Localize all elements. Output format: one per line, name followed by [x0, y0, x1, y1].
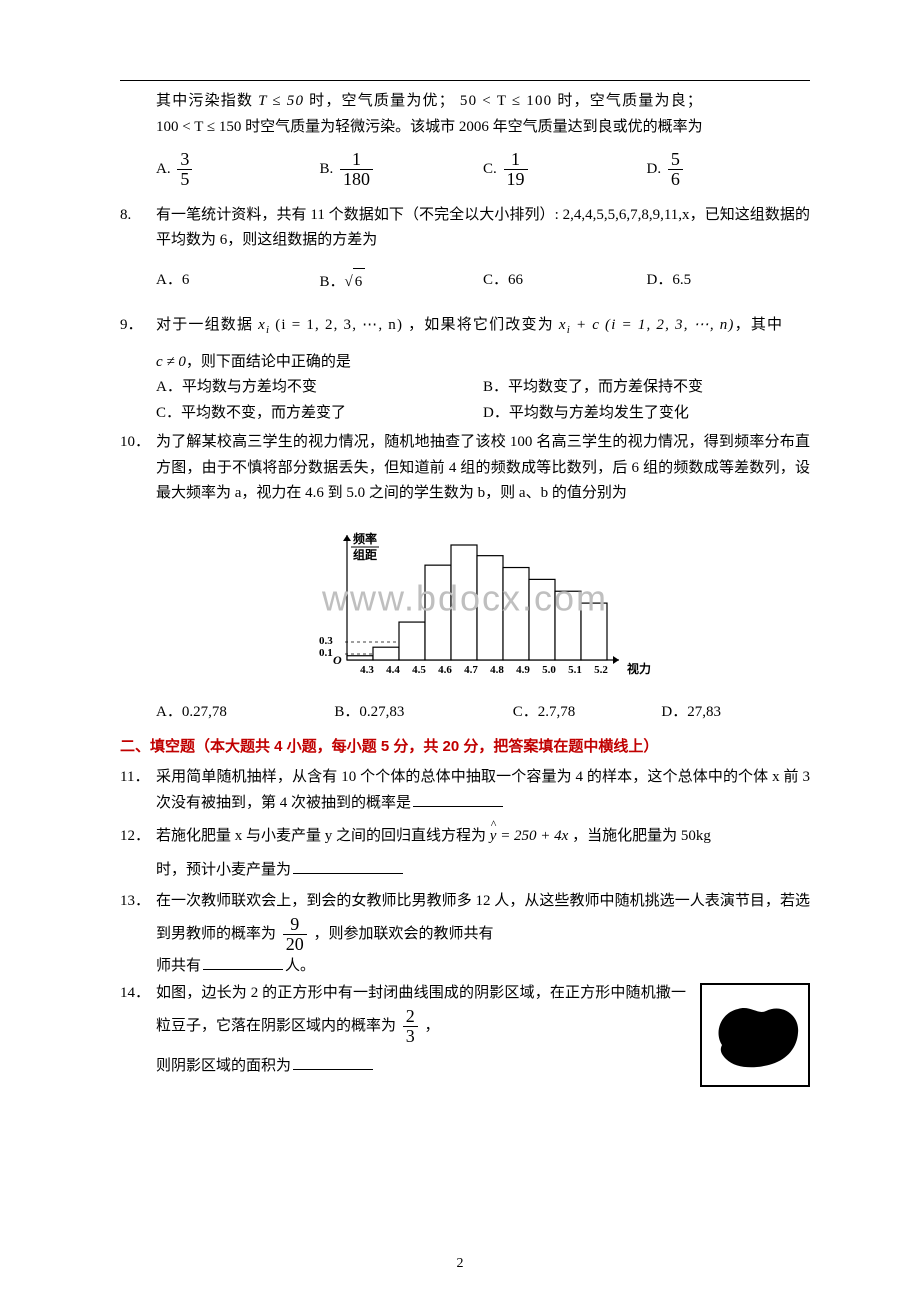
q7-text-b: 时，空气质量为优； — [309, 93, 455, 109]
q9-line1: 对于一组数据 xi (i = 1, 2, 3, ⋯, n) ，如果将它们改变为 … — [156, 313, 810, 340]
page-number: 2 — [0, 1252, 920, 1276]
q7-line1: 其中污染指数 T ≤ 50 时，空气质量为优； 50 < T ≤ 100 时，空… — [120, 89, 810, 115]
svg-text:4.7: 4.7 — [464, 664, 478, 676]
section-2-title: 二、填空题（本大题共 4 小题，每小题 5 分，共 20 分，把答案填在题中横线… — [120, 734, 810, 760]
q13: 13． 在一次教师联欢会上，到会的女教师比男教师多 12 人，从这些教师中随机挑… — [120, 889, 810, 953]
q9-opt-b: B．平均数变了，而方差保持不变 — [483, 375, 810, 401]
q13-line2: 师共有人。 — [120, 954, 810, 980]
svg-text:频率: 频率 — [353, 531, 377, 546]
q9: 9． 对于一组数据 xi (i = 1, 2, 3, ⋯, n) ，如果将它们改… — [120, 313, 810, 340]
histogram-svg: 频率组距 0.30.1O 4.3 4.4 4.5 4.6 4.7 4.8 4.9 5.0 5.1 5.… — [265, 515, 665, 685]
q7-line2: 100 < T ≤ 150 时空气质量为轻微污染。该城市 2006 年空气质量达… — [120, 115, 810, 141]
q14-figure — [700, 983, 810, 1087]
q7-cond2: 50 < T ≤ 100 — [460, 93, 552, 109]
q11: 11． 采用简单随机抽样，从含有 10 个个体的总体中抽取一个容量为 4 的样本… — [120, 765, 810, 816]
q8-opt-c: C．66 — [483, 268, 647, 296]
q10-opt-a: A．0.27,78 — [156, 700, 334, 726]
q8-opt-a: A．6 — [156, 268, 320, 296]
blank-12 — [293, 859, 403, 874]
q14-num: 14． — [120, 981, 156, 1045]
q13-num: 13． — [120, 889, 156, 953]
q10: 10． 为了解某校高三学生的视力情况，随机地抽查了该校 100 名高三学生的视力… — [120, 430, 810, 507]
q8-num: 8. — [120, 203, 156, 254]
blank-14 — [293, 1055, 373, 1070]
svg-text:4.6: 4.6 — [438, 664, 452, 676]
q7-opt-c: C. 119 — [483, 150, 647, 189]
svg-text:4.5: 4.5 — [412, 664, 426, 676]
q10-opt-b: B．0.27,83 — [334, 700, 512, 726]
top-rule — [120, 80, 810, 81]
svg-text:5.2: 5.2 — [594, 664, 608, 676]
q9-options-row2: C．平均数不变，而方差变了 D．平均数与方差均发生了变化 — [120, 401, 810, 427]
q14-body: 如图，边长为 2 的正方形中有一封闭曲线围成的阴影区域，在正方形中随机撒一粒豆子… — [156, 981, 686, 1045]
svg-text:5.0: 5.0 — [542, 664, 556, 676]
q10-text: 为了解某校高三学生的视力情况，随机地抽查了该校 100 名高三学生的视力情况，得… — [156, 430, 810, 507]
blob-svg — [702, 985, 808, 1085]
q8: 8. 有一笔统计资料，共有 11 个数据如下（不完全以大小排列）: 2,4,4,… — [120, 203, 810, 254]
q7-cond1: T ≤ 50 — [258, 93, 304, 109]
q9-opt-c: C．平均数不变，而方差变了 — [156, 401, 483, 427]
q7-options: A. 35 B. 1180 C. 119 D. 56 — [120, 150, 810, 189]
q12-body: 若施化肥量 x 与小麦产量 y 之间的回归直线方程为 y = 250 + 4x … — [156, 824, 810, 850]
q10-opt-c: C．2.7,78 — [513, 700, 662, 726]
q12: 12． 若施化肥量 x 与小麦产量 y 之间的回归直线方程为 y = 250 +… — [120, 824, 810, 850]
q14: 14． 如图，边长为 2 的正方形中有一封闭曲线围成的阴影区域，在正方形中随机撒… — [120, 981, 686, 1045]
q7-text-c: 时，空气质量为良； — [557, 93, 703, 109]
blank-13 — [203, 955, 283, 970]
q12-line2: 时，预计小麦产量为 — [120, 858, 810, 884]
svg-text:组距: 组距 — [353, 547, 377, 562]
q12-num: 12． — [120, 824, 156, 850]
q7-text-a: 其中污染指数 — [156, 93, 253, 109]
svg-text:4.3: 4.3 — [360, 664, 374, 676]
svg-text:0.1: 0.1 — [319, 647, 333, 659]
svg-text:视力: 视力 — [627, 661, 651, 676]
q9-num: 9． — [120, 313, 156, 340]
q7-cond3: 100 < T ≤ 150 — [156, 119, 241, 135]
q11-num: 11． — [120, 765, 156, 816]
svg-text:0.3: 0.3 — [319, 635, 333, 647]
q7-text-d: 时空气质量为轻微污染。该城市 2006 年空气质量达到良或优的概率为 — [245, 119, 703, 135]
q9-line2: c ≠ 0，则下面结论中正确的是 — [120, 350, 810, 376]
q9-opt-a: A．平均数与方差均不变 — [156, 375, 483, 401]
svg-text:5.1: 5.1 — [568, 664, 582, 676]
svg-text:4.9: 4.9 — [516, 664, 530, 676]
svg-text:4.4: 4.4 — [386, 664, 400, 676]
q9-opt-d: D．平均数与方差均发生了变化 — [483, 401, 810, 427]
q7-opt-a: A. 35 — [156, 150, 320, 189]
q10-opt-d: D．27,83 — [661, 700, 810, 726]
q13-body: 在一次教师联欢会上，到会的女教师比男教师多 12 人，从这些教师中随机挑选一人表… — [156, 889, 810, 953]
q10-options: A．0.27,78 B．0.27,83 C．2.7,78 D．27,83 — [120, 700, 810, 726]
q10-chart: www.bdocx.com 频率组距0.30.1O4.34.44.54.64.7… — [120, 515, 810, 695]
q7-opt-b: B. 1180 — [320, 150, 484, 189]
q8-opt-b: B．√6 — [320, 268, 484, 296]
q8-text: 有一笔统计资料，共有 11 个数据如下（不完全以大小排列）: 2,4,4,5,5… — [156, 203, 810, 254]
svg-text:4.8: 4.8 — [490, 664, 504, 676]
q10-num: 10． — [120, 430, 156, 507]
q7-opt-d: D. 56 — [647, 150, 811, 189]
svg-text:O: O — [333, 653, 342, 667]
q9-options-row1: A．平均数与方差均不变 B．平均数变了，而方差保持不变 — [120, 375, 810, 401]
q8-opt-d: D．6.5 — [647, 268, 811, 296]
q11-body: 采用简单随机抽样，从含有 10 个个体的总体中抽取一个容量为 4 的样本，这个总… — [156, 765, 810, 816]
blank-11 — [413, 792, 503, 807]
q8-options: A．6 B．√6 C．66 D．6.5 — [120, 268, 810, 296]
y-hat: y — [490, 824, 497, 850]
